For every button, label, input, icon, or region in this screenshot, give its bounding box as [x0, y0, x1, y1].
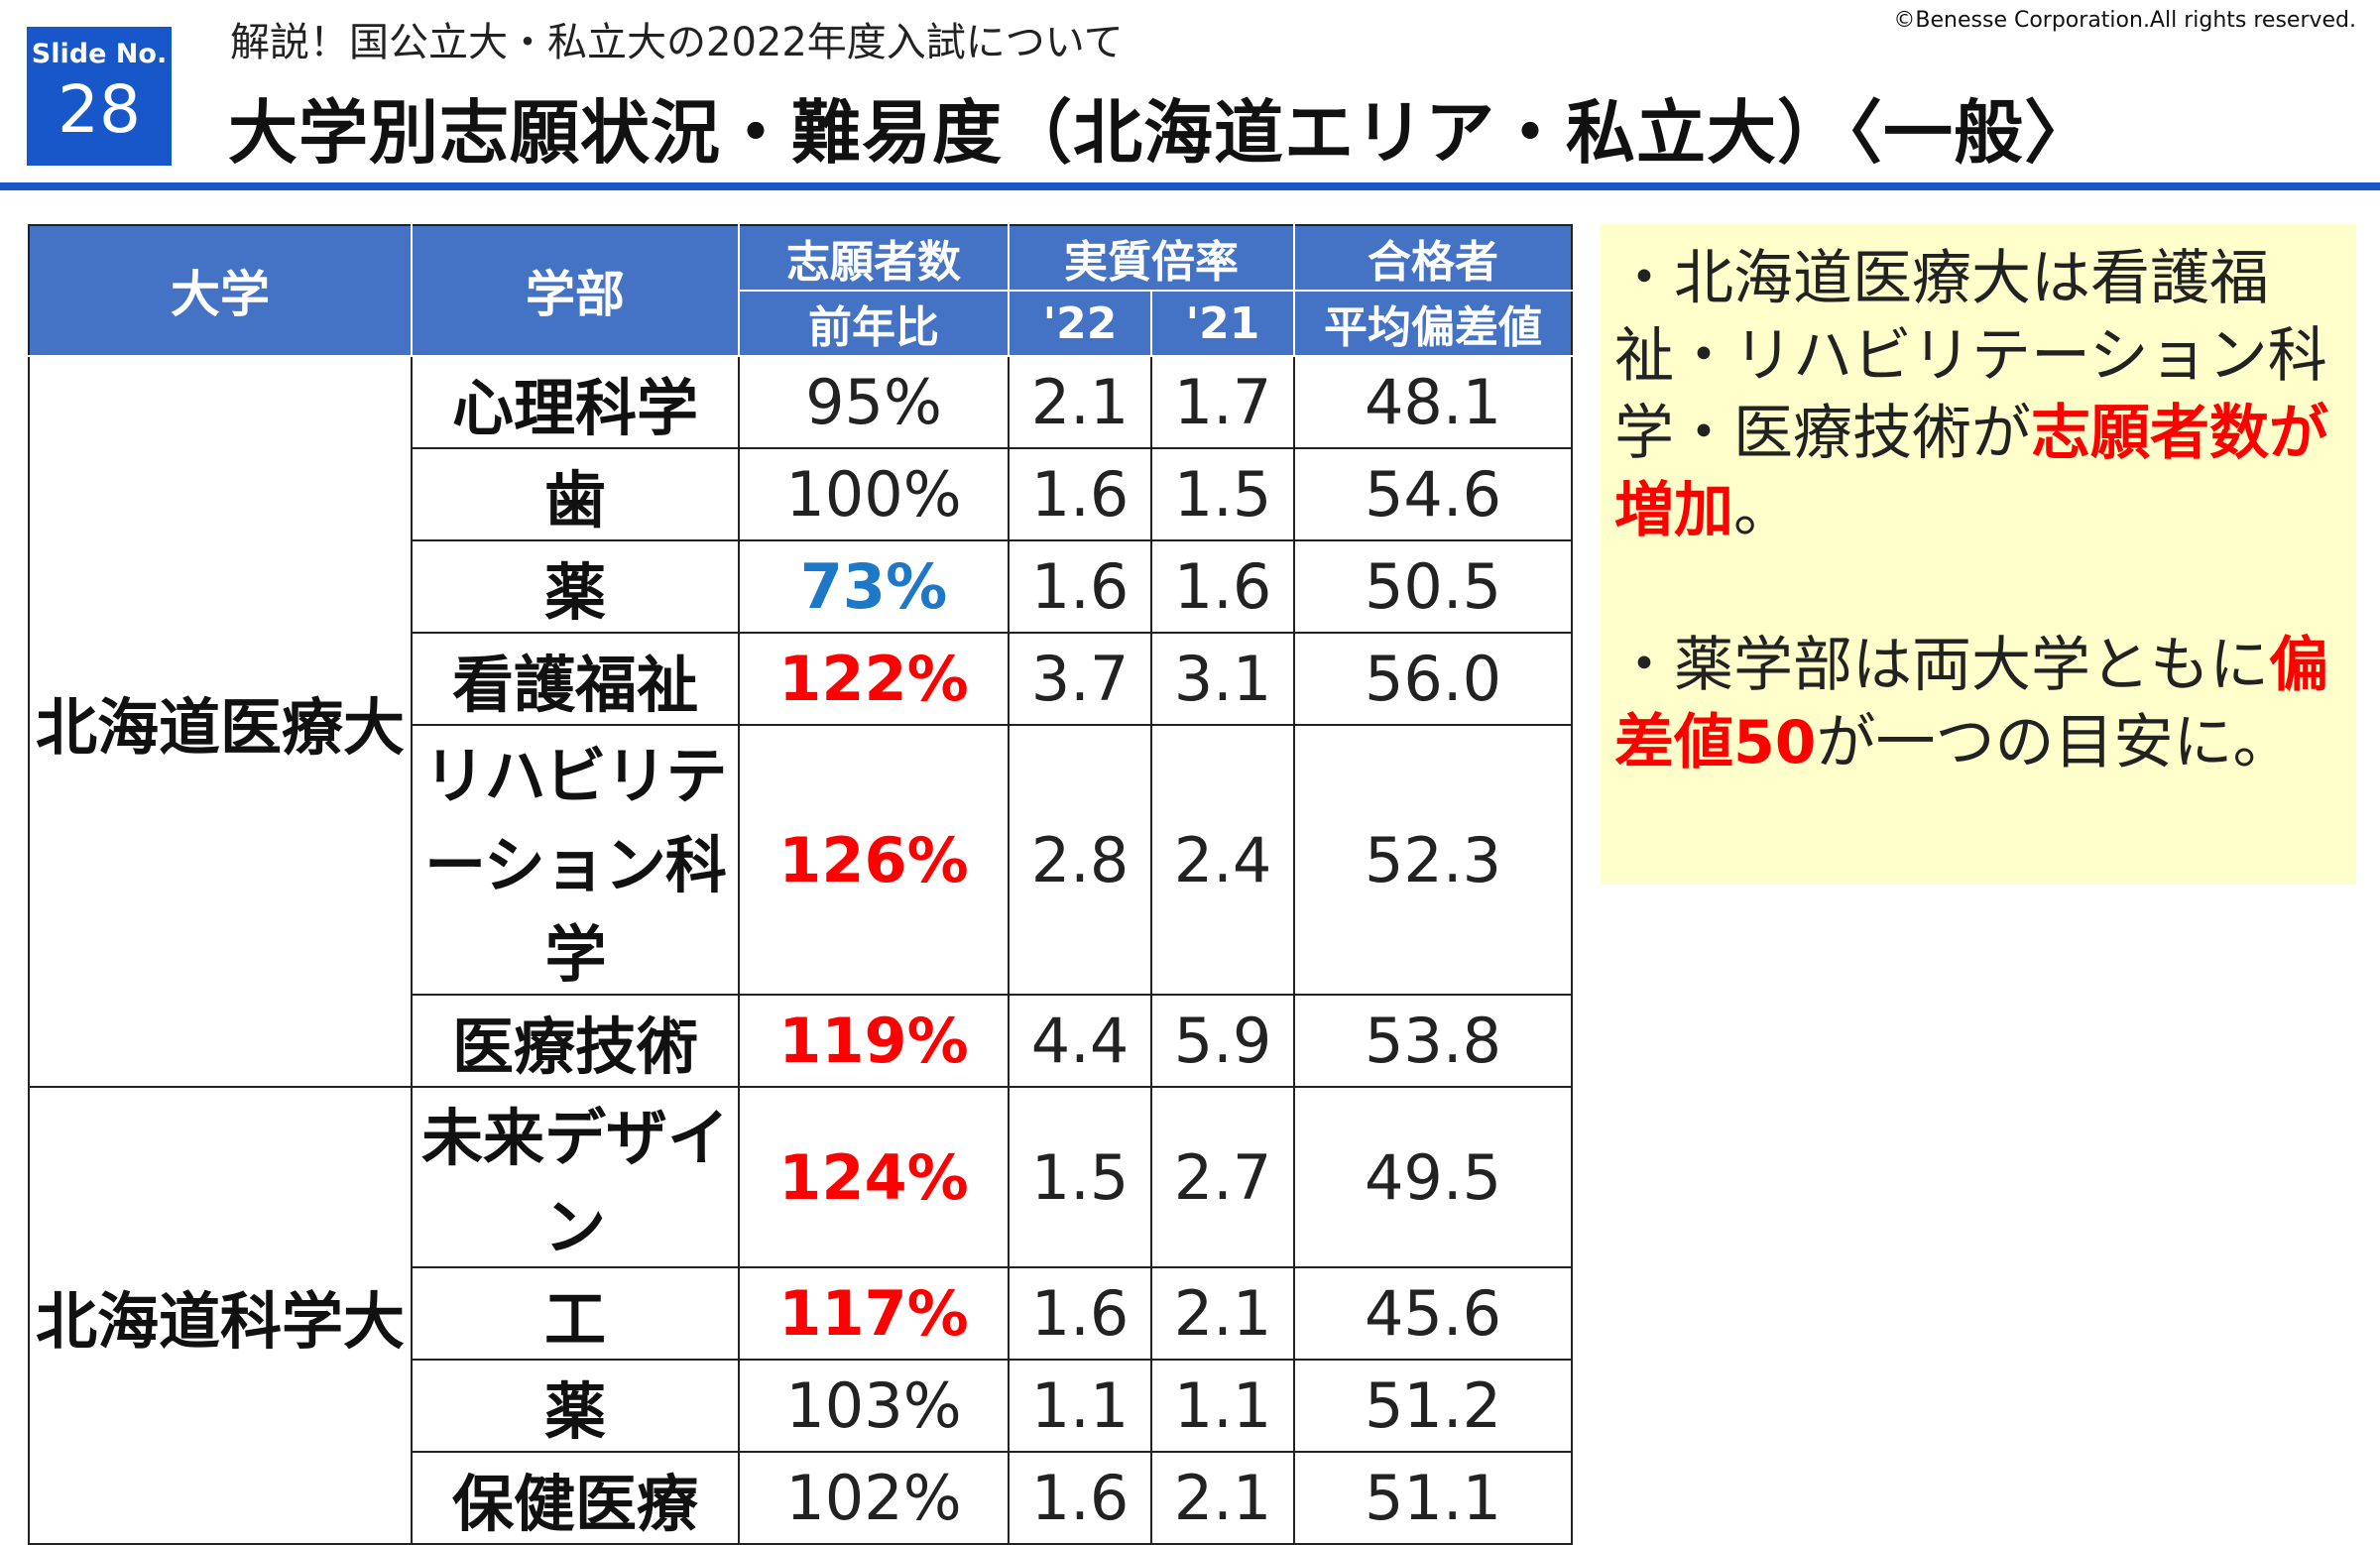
applicant-change: 126% [738, 724, 1010, 996]
slide-number: 28 [58, 71, 141, 148]
header-ratio-22: '22 [1008, 290, 1152, 357]
ratio-22: 4.4 [1008, 994, 1152, 1088]
ratio-22: 1.5 [1008, 1086, 1152, 1268]
ratio-21: 2.4 [1150, 724, 1295, 996]
slide-number-label: Slide No. [31, 39, 168, 69]
applicant-change: 103% [738, 1359, 1010, 1453]
commentary-point-1: ・北海道医療大は看護福祉・リハビリテーション科学・医療技術が志願者数が増加。 [1614, 240, 2348, 549]
header-applicants-line2: 前年比 [738, 290, 1010, 357]
ratio-21: 5.9 [1150, 994, 1295, 1088]
commentary-text: 。 [1733, 476, 1793, 545]
header-pass-line2: 平均偏差値 [1293, 290, 1573, 357]
ratio-22: 2.8 [1008, 724, 1152, 996]
university-name: 北海道科学大 [28, 1086, 413, 1545]
table-row: 薬 73% 1.6 1.6 50.5 [29, 539, 1573, 634]
table-row: リハビリテーション科学 126% 2.8 2.4 52.3 [29, 724, 1573, 996]
ratio-21: 2.7 [1150, 1086, 1295, 1268]
header-university: 大学 [28, 224, 413, 357]
ratio-22: 1.6 [1008, 447, 1152, 541]
applicant-change: 122% [738, 632, 1010, 726]
header-ratio-21: '21 [1150, 290, 1295, 357]
university-name: 北海道医療大 [28, 355, 413, 1088]
commentary-highlight: 志願者数が増加 [1614, 399, 2328, 545]
avg-deviation: 53.8 [1293, 994, 1573, 1088]
table-row: 北海道医療大 心理科学 95% 2.1 1.7 48.1 [28, 355, 1573, 1088]
applicant-change: 95% [738, 355, 1010, 449]
header-applicants-line1: 志願者数 [738, 224, 1010, 292]
avg-deviation: 48.1 [1293, 355, 1573, 449]
ratio-21: 3.1 [1150, 632, 1295, 726]
faculty-name: 心理科学 [411, 355, 740, 449]
applicant-change: 73% [738, 539, 1010, 634]
avg-deviation: 51.1 [1293, 1451, 1573, 1545]
faculty-name: 薬 [411, 1359, 740, 1453]
slide-subtitle: 解説！国公立大・私立大の2022年度入試について [230, 20, 1124, 65]
admission-table: 大学 学部 志願者数 実質倍率 合格者 前年比 '22 '21 平均偏差値 北海… [28, 224, 1573, 1545]
avg-deviation: 50.5 [1293, 539, 1573, 634]
header-pass-line1: 合格者 [1293, 224, 1573, 292]
table-row: 歯 100% 1.6 1.5 54.6 [29, 447, 1573, 541]
ratio-21: 1.1 [1150, 1359, 1295, 1453]
faculty-name: 看護福祉 [411, 632, 740, 726]
ratio-22: 1.6 [1008, 539, 1152, 634]
ratio-22: 1.6 [1008, 1451, 1152, 1545]
ratio-21: 1.5 [1150, 447, 1295, 541]
ratio-21: 2.1 [1150, 1266, 1295, 1361]
commentary-point-2: ・薬学部は両大学ともに偏差値50が一つの目安に。 [1614, 627, 2348, 781]
avg-deviation: 49.5 [1293, 1086, 1573, 1268]
faculty-name: 医療技術 [411, 994, 740, 1088]
avg-deviation: 52.3 [1293, 724, 1573, 996]
avg-deviation: 54.6 [1293, 447, 1573, 541]
avg-deviation: 56.0 [1293, 632, 1573, 726]
commentary-highlight: 偏差値50 [1614, 631, 2328, 777]
faculty-name: リハビリテーション科学 [411, 724, 740, 996]
table-row: 看護福祉 122% 3.7 3.1 56.0 [29, 632, 1573, 726]
avg-deviation: 51.2 [1293, 1359, 1573, 1453]
table-row: 医療技術 119% 4.4 5.9 53.8 [29, 994, 1573, 1088]
applicant-change: 124% [738, 1086, 1010, 1268]
applicant-change: 102% [738, 1451, 1010, 1545]
ratio-21: 2.1 [1150, 1451, 1295, 1545]
commentary-text: ・北海道医療大は看護福祉・リハビリテーション科学・医療技術が [1614, 244, 2327, 468]
faculty-name: 未来デザイン [411, 1086, 740, 1268]
header-ratio: 実質倍率 [1008, 224, 1295, 292]
slide-number-badge: Slide No. 28 [27, 27, 172, 166]
copyright-text: ©Benesse Corporation.All rights reserved… [1893, 8, 2356, 33]
slide-title: 大学別志願状況・難易度（北海道エリア・私立大）〈一般〉 [228, 92, 2094, 174]
applicant-change: 100% [738, 447, 1010, 541]
ratio-22: 1.1 [1008, 1359, 1152, 1453]
header-row-2: 前年比 '22 '21 平均偏差値 [29, 290, 1573, 357]
commentary-text: ・薬学部は両大学ともに [1614, 631, 2269, 700]
avg-deviation: 45.6 [1293, 1266, 1573, 1361]
faculty-name: 薬 [411, 539, 740, 634]
table-row: 北海道科学大 未来デザイン 124% 1.5 2.7 49.5 [28, 1086, 1573, 1545]
faculty-name: 工 [411, 1266, 740, 1361]
title-divider [0, 182, 2380, 190]
faculty-name: 歯 [411, 447, 740, 541]
ratio-22: 2.1 [1008, 355, 1152, 449]
header-row-1: 大学 学部 志願者数 実質倍率 合格者 [28, 224, 1573, 357]
faculty-name: 保健医療 [411, 1451, 740, 1545]
ratio-22: 3.7 [1008, 632, 1152, 726]
applicant-change: 119% [738, 994, 1010, 1088]
ratio-21: 1.7 [1150, 355, 1295, 449]
ratio-21: 1.6 [1150, 539, 1295, 634]
applicant-change: 117% [738, 1266, 1010, 1361]
header-faculty: 学部 [411, 224, 740, 357]
commentary-text: が一つの目安に。 [1816, 708, 2293, 777]
commentary-box: ・北海道医療大は看護福祉・リハビリテーション科学・医療技術が志願者数が増加。 ・… [1601, 224, 2356, 885]
ratio-22: 1.6 [1008, 1266, 1152, 1361]
